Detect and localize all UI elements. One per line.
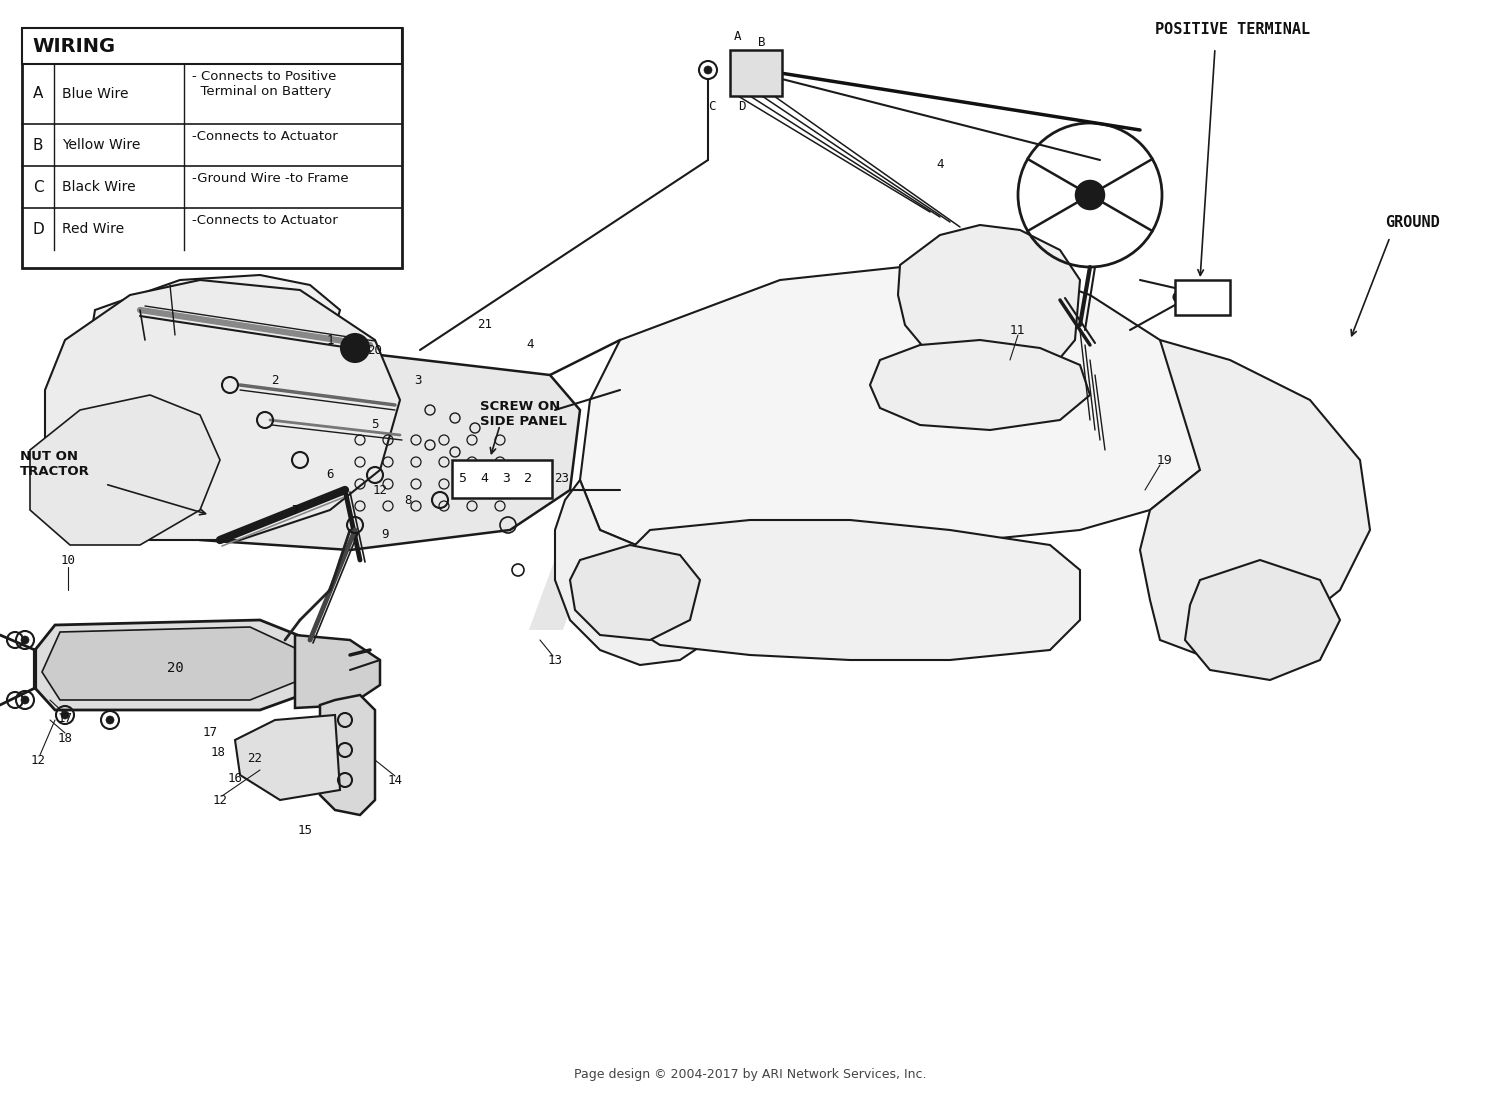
Polygon shape — [580, 265, 1200, 560]
Circle shape — [340, 334, 369, 362]
Text: A: A — [33, 86, 44, 102]
Text: 17: 17 — [57, 711, 72, 724]
Text: 1: 1 — [327, 334, 333, 347]
Text: -Connects to Actuator: -Connects to Actuator — [192, 130, 338, 143]
Text: C: C — [708, 100, 716, 113]
Circle shape — [704, 66, 712, 74]
Text: 4: 4 — [526, 338, 534, 351]
Text: 5: 5 — [372, 419, 378, 431]
Text: ARI: ARI — [526, 492, 873, 668]
Text: 18: 18 — [210, 745, 225, 758]
Text: 5: 5 — [458, 473, 466, 486]
Text: SCREW ON
SIDE PANEL: SCREW ON SIDE PANEL — [480, 400, 567, 428]
Polygon shape — [615, 520, 1080, 660]
Bar — [1174, 280, 1230, 315]
Text: 19: 19 — [1156, 454, 1173, 466]
Text: Red Wire: Red Wire — [62, 222, 124, 236]
Text: 20: 20 — [166, 661, 183, 675]
Text: 20: 20 — [368, 344, 382, 357]
Text: B: B — [758, 36, 765, 49]
Text: Black Wire: Black Wire — [62, 181, 135, 194]
Text: 14: 14 — [387, 773, 402, 787]
Text: WIRING: WIRING — [32, 36, 115, 56]
Polygon shape — [870, 340, 1090, 430]
Circle shape — [106, 715, 114, 724]
Text: 12: 12 — [372, 484, 387, 497]
Polygon shape — [555, 480, 720, 665]
Text: 16: 16 — [228, 771, 243, 784]
Text: 21: 21 — [477, 318, 492, 331]
Polygon shape — [42, 627, 296, 700]
Text: - Connects to Positive
  Terminal on Battery: - Connects to Positive Terminal on Batte… — [192, 70, 336, 98]
Text: 2: 2 — [272, 373, 279, 386]
Text: 12: 12 — [30, 754, 45, 767]
Circle shape — [21, 636, 28, 644]
Text: 11: 11 — [1010, 324, 1026, 337]
Text: A: A — [735, 30, 741, 43]
Bar — [730, 50, 782, 96]
Text: 23: 23 — [555, 472, 570, 485]
Text: B: B — [33, 138, 44, 152]
Polygon shape — [320, 695, 375, 815]
Text: 13: 13 — [548, 653, 562, 666]
Text: 4: 4 — [936, 159, 944, 172]
Bar — [452, 459, 552, 498]
Polygon shape — [236, 715, 340, 800]
Bar — [22, 28, 402, 268]
Text: -Connects to Actuator: -Connects to Actuator — [192, 214, 338, 226]
Text: 12: 12 — [213, 793, 228, 806]
Text: POSITIVE TERMINAL: POSITIVE TERMINAL — [1155, 22, 1310, 37]
Text: Yellow Wire: Yellow Wire — [62, 138, 141, 152]
Text: -Ground Wire -to Frame: -Ground Wire -to Frame — [192, 172, 348, 185]
Text: 15: 15 — [297, 824, 312, 837]
Text: 3: 3 — [503, 473, 510, 486]
Text: 22: 22 — [248, 752, 262, 765]
Text: C: C — [33, 179, 44, 195]
Text: 7: 7 — [291, 503, 298, 516]
Polygon shape — [1140, 340, 1370, 655]
Text: Blue Wire: Blue Wire — [62, 88, 129, 101]
Text: 17: 17 — [202, 726, 217, 740]
Text: 2: 2 — [524, 473, 532, 486]
Text: Page design © 2004-2017 by ARI Network Services, Inc.: Page design © 2004-2017 by ARI Network S… — [573, 1068, 926, 1081]
Circle shape — [21, 696, 28, 705]
Polygon shape — [30, 395, 220, 545]
Text: 10: 10 — [60, 554, 75, 567]
Text: 4: 4 — [480, 473, 488, 486]
Bar — [22, 28, 402, 65]
Text: 3: 3 — [414, 373, 422, 386]
Polygon shape — [296, 635, 380, 708]
Circle shape — [62, 711, 69, 719]
Polygon shape — [176, 354, 580, 550]
Polygon shape — [898, 225, 1080, 380]
Text: GROUND: GROUND — [1384, 216, 1440, 230]
Polygon shape — [1185, 560, 1340, 680]
Text: D: D — [32, 221, 44, 236]
Polygon shape — [34, 620, 330, 710]
Text: 9: 9 — [381, 528, 388, 542]
Text: 6: 6 — [327, 468, 333, 481]
Polygon shape — [45, 280, 400, 540]
Circle shape — [1173, 292, 1184, 302]
Text: NUT ON
TRACTOR: NUT ON TRACTOR — [20, 450, 90, 478]
Circle shape — [1076, 181, 1104, 209]
Text: 8: 8 — [405, 493, 411, 507]
Polygon shape — [90, 275, 340, 365]
Polygon shape — [570, 545, 700, 640]
Text: D: D — [738, 100, 746, 113]
Text: 18: 18 — [57, 732, 72, 745]
